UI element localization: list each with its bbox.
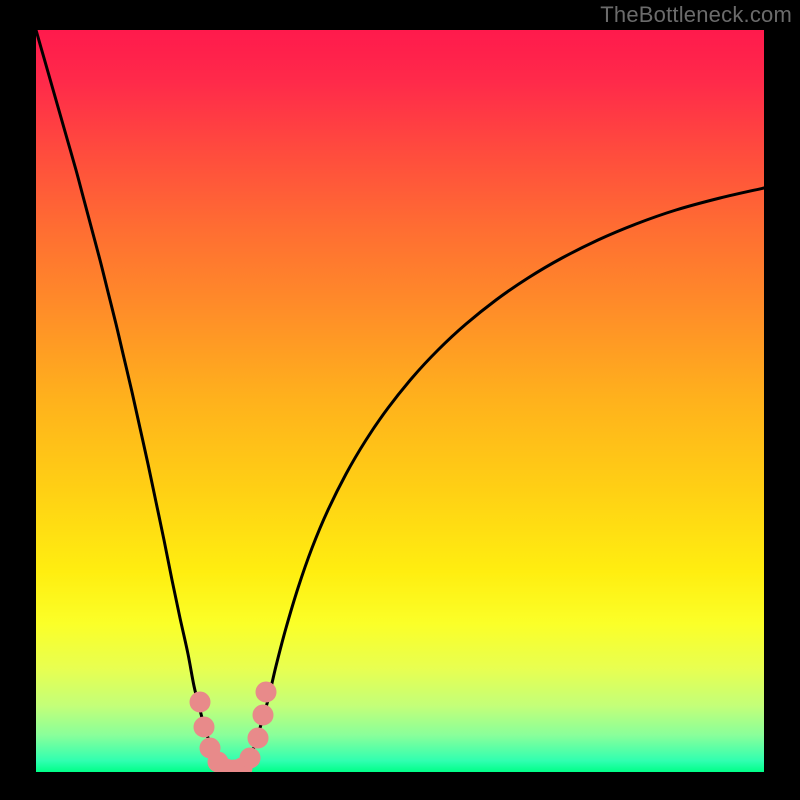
plot-background (36, 30, 764, 772)
marker-point (240, 748, 260, 768)
marker-point (248, 728, 268, 748)
bottleneck-chart (0, 0, 800, 800)
marker-point (194, 717, 214, 737)
marker-point (256, 682, 276, 702)
marker-point (190, 692, 210, 712)
chart-container: TheBottleneck.com (0, 0, 800, 800)
marker-point (253, 705, 273, 725)
